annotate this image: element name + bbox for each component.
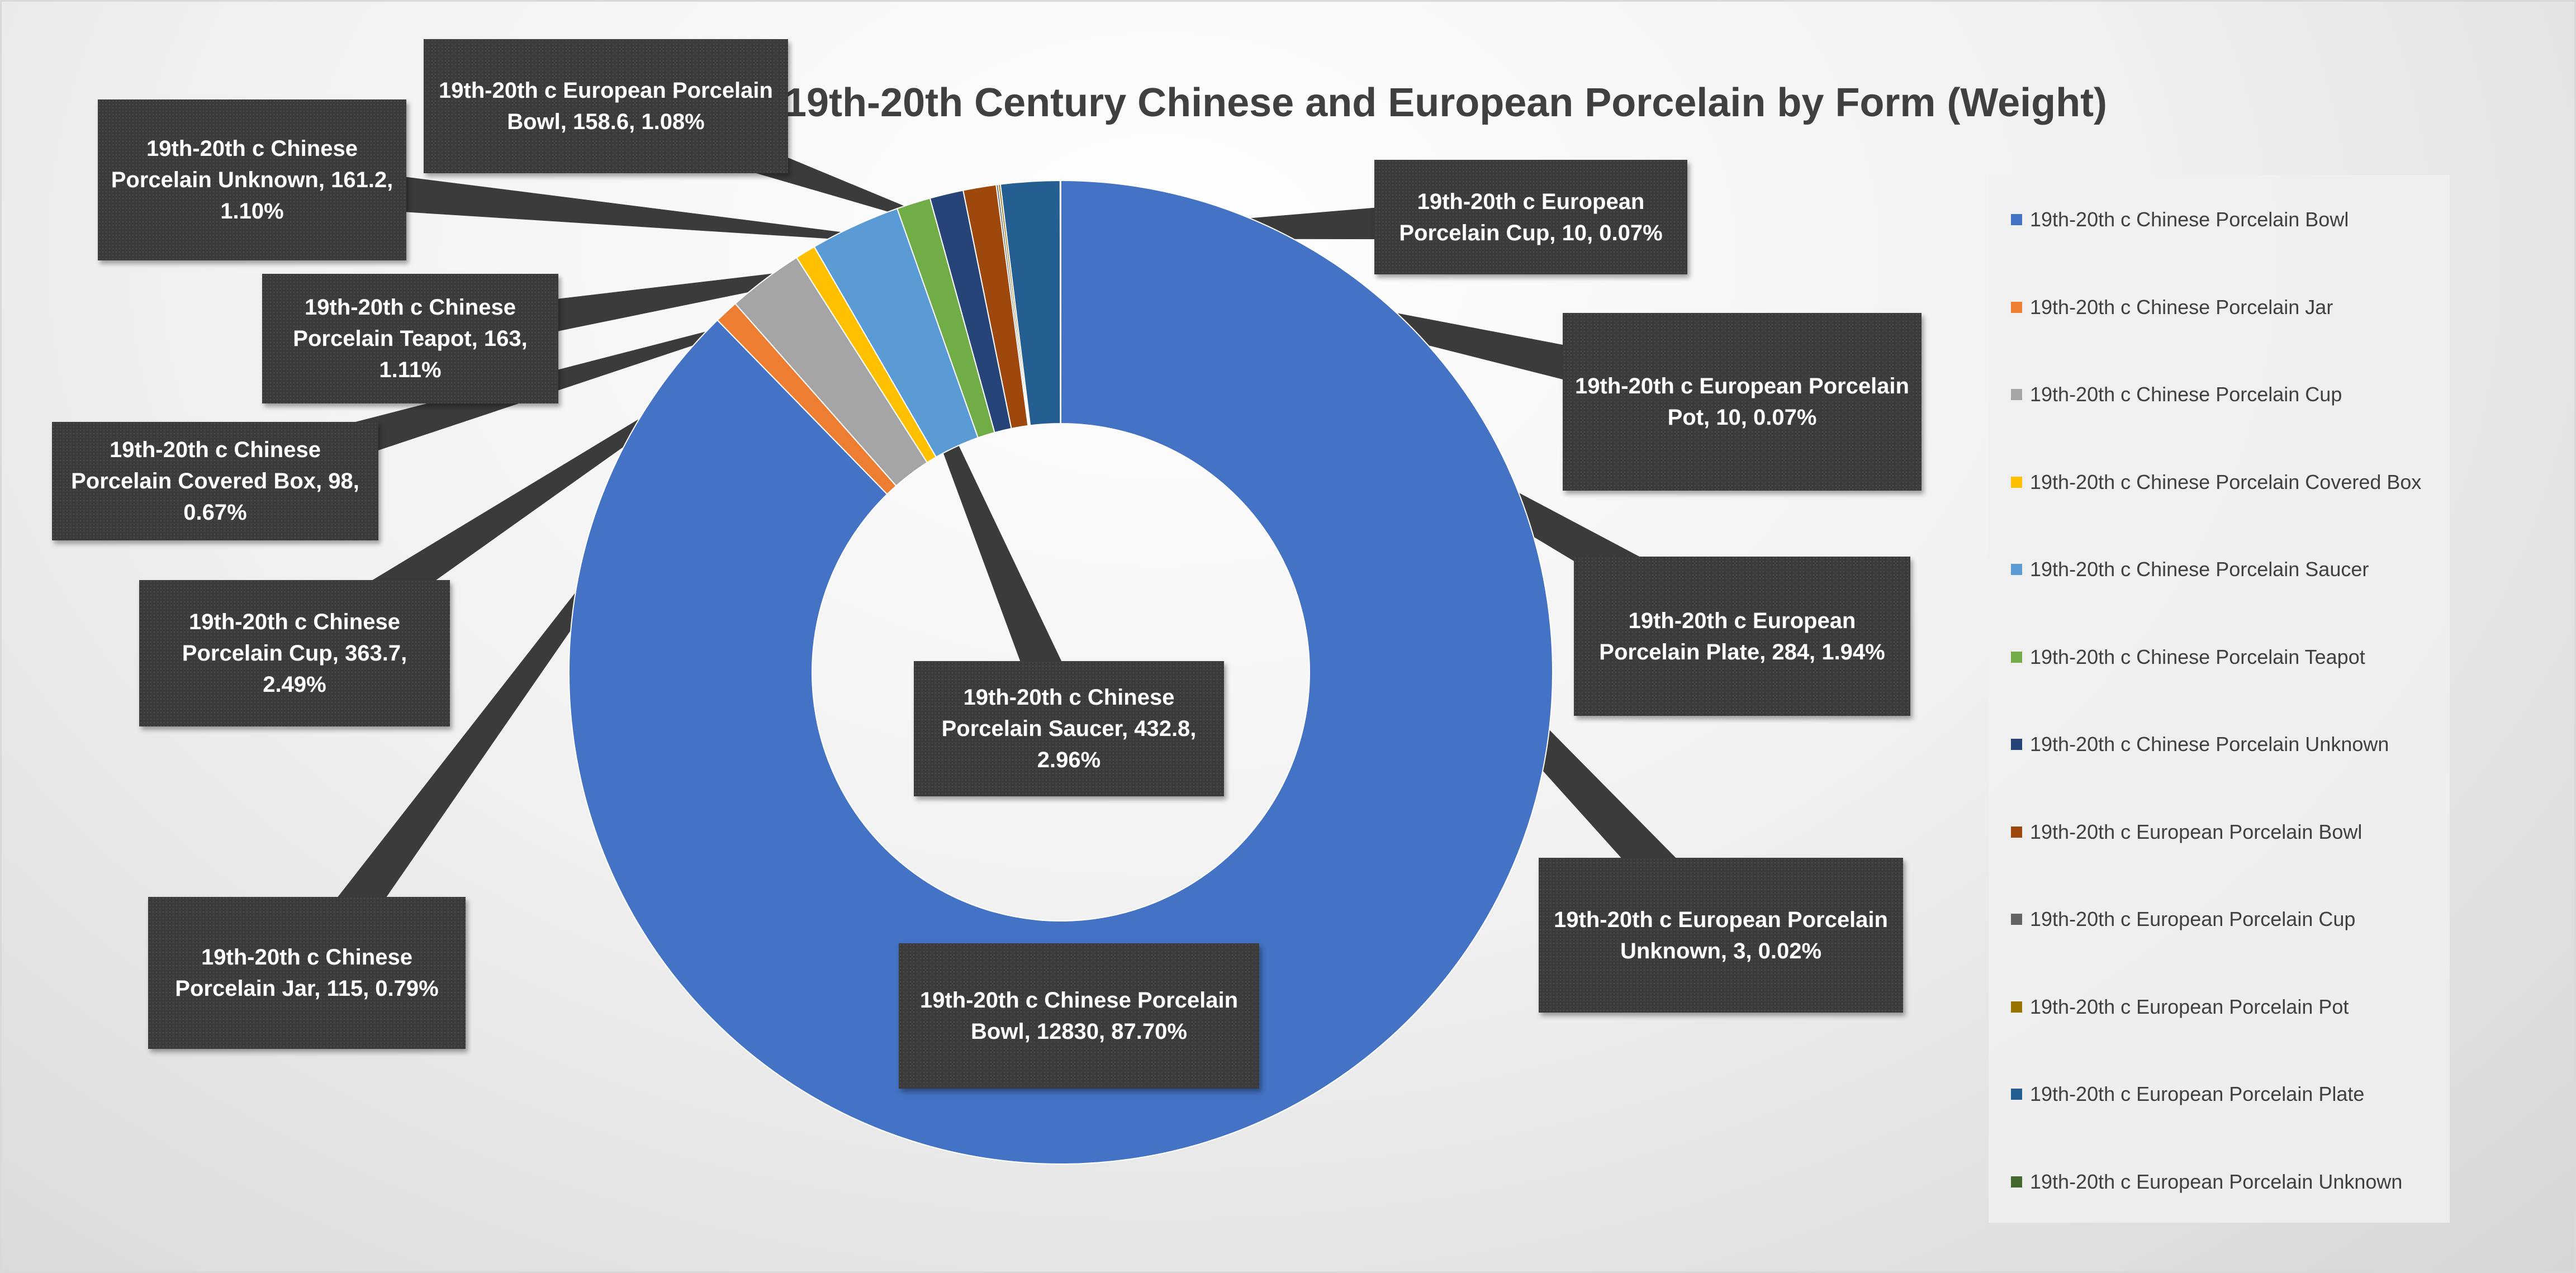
- legend-item: 19th-20th c European Porcelain Unknown: [2011, 1165, 2402, 1199]
- legend-label: 19th-20th c European Porcelain Pot: [2030, 995, 2349, 1018]
- callout-7: [250, 158, 960, 247]
- chart-title: 19th-20th Century Chinese and European P…: [784, 80, 2108, 125]
- data-label: 19th-20th c Chinese Porcelain Covered Bo…: [52, 422, 378, 540]
- legend-label: 19th-20th c Chinese Porcelain Saucer: [2030, 558, 2369, 581]
- legend-label: 19th-20th c Chinese Porcelain Bowl: [2030, 208, 2349, 231]
- legend-item: 19th-20th c European Porcelain Bowl: [2011, 815, 2362, 849]
- legend-label: 19th-20th c Chinese Porcelain Cup: [2030, 383, 2342, 406]
- legend-swatch: [2011, 826, 2022, 838]
- slice-layer: [568, 179, 1553, 1165]
- legend-label: 19th-20th c Chinese Porcelain Teapot: [2030, 645, 2365, 668]
- data-label: 19th-20th c Chinese Porcelain Teapot, 16…: [262, 274, 558, 403]
- legend-label: 19th-20th c European Porcelain Bowl: [2030, 820, 2362, 843]
- data-label: 19th-20th c Chinese Porcelain Cup, 363.7…: [139, 580, 450, 726]
- legend: 19th-20th c Chinese Porcelain Bowl 19th-2…: [1989, 175, 2450, 1223]
- data-label: 19th-20th c European Porcelain Unknown, …: [1539, 858, 1903, 1013]
- legend-swatch: [2011, 389, 2022, 400]
- legend-label: 19th-20th c Chinese Porcelain Unknown: [2030, 733, 2389, 756]
- legend-swatch: [2011, 914, 2022, 925]
- slice-1: [568, 179, 1553, 1165]
- legend-swatch: [2011, 564, 2022, 575]
- legend-item: 19th-20th c Chinese Porcelain Bowl: [2011, 203, 2349, 236]
- legend-item: 19th-20th c European Porcelain Plate: [2011, 1077, 2364, 1111]
- legend-item: 19th-20th c Chinese Porcelain Saucer: [2011, 553, 2369, 586]
- legend-swatch: [2011, 1089, 2022, 1100]
- legend-swatch: [2011, 1001, 2022, 1013]
- legend-item: 19th-20th c Chinese Porcelain Cup: [2011, 378, 2342, 411]
- data-label: 19th-20th c Chinese Porcelain Saucer, 43…: [914, 661, 1224, 796]
- data-label: 19th-20th c European Porcelain Plate, 28…: [1574, 557, 1910, 716]
- legend-item: 19th-20th c European Porcelain Cup: [2011, 902, 2355, 936]
- legend-item: 19th-20th c Chinese Porcelain Teapot: [2011, 640, 2365, 674]
- legend-swatch: [2011, 476, 2022, 488]
- legend-swatch: [2011, 301, 2022, 313]
- data-label: 19th-20th c Chinese Porcelain Unknown, 1…: [98, 99, 406, 260]
- data-label: 19th-20th c Chinese Porcelain Bowl, 1283…: [899, 943, 1259, 1089]
- legend-label: 19th-20th c European Porcelain Cup: [2030, 908, 2356, 930]
- legend-label: 19th-20th c Chinese Porcelain Jar: [2030, 295, 2333, 319]
- data-label: 19th-20th c European Porcelain Pot, 10, …: [1563, 313, 1922, 491]
- legend-swatch: [2011, 214, 2022, 225]
- slice-12: [1059, 179, 1061, 425]
- legend-item: 19th-20th c Chinese Porcelain Jar: [2011, 291, 2333, 324]
- data-label: 19th-20th c European Porcelain Cup, 10, …: [1374, 160, 1687, 274]
- legend-item: 19th-20th c Chinese Porcelain Covered Bo…: [2011, 466, 2421, 499]
- legend-label: 19th-20th c European Porcelain Plate: [2030, 1082, 2365, 1105]
- legend-swatch: [2011, 651, 2022, 663]
- legend-swatch: [2011, 739, 2022, 750]
- data-label: 19th-20th c European Porcelain Bowl, 158…: [424, 39, 788, 173]
- data-label: 19th-20th c Chinese Porcelain Jar, 115, …: [148, 897, 466, 1049]
- legend-item: 19th-20th c Chinese Porcelain Unknown: [2011, 728, 2389, 761]
- legend-label: 19th-20th c European Porcelain Unknown: [2030, 1170, 2403, 1193]
- legend-swatch: [2011, 1176, 2022, 1188]
- legend-item: 19th-20th c European Porcelain Pot: [2011, 990, 2349, 1024]
- legend-label: 19th-20th c Chinese Porcelain Covered Bo…: [2030, 470, 2422, 493]
